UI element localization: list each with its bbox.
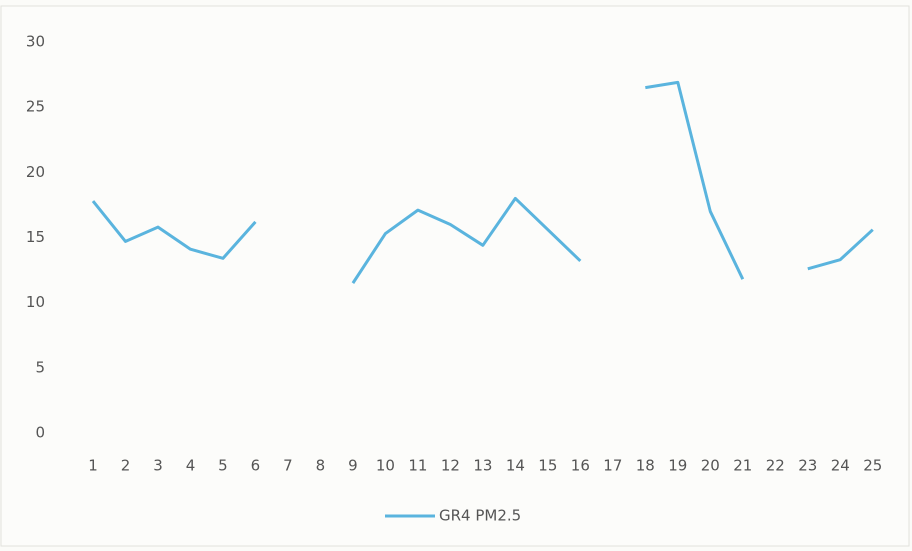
x-tick-label: 25	[863, 457, 882, 475]
x-tick-label: 1	[88, 457, 98, 475]
x-tick-label: 21	[733, 457, 752, 475]
x-tick-label: 4	[186, 457, 196, 475]
x-tick-label: 11	[408, 457, 427, 475]
x-tick-label: 16	[571, 457, 590, 475]
x-tick-label: 17	[603, 457, 622, 475]
x-tick-label: 3	[153, 457, 163, 475]
x-tick-label: 6	[251, 457, 261, 475]
x-tick-label: 14	[506, 457, 525, 475]
x-tick-label: 8	[316, 457, 326, 475]
x-tick-label: 7	[283, 457, 293, 475]
y-tick-label: 30	[26, 33, 45, 51]
x-tick-label: 22	[766, 457, 785, 475]
y-tick-label: 15	[26, 228, 45, 246]
y-tick-label: 10	[26, 293, 45, 311]
x-tick-label: 15	[538, 457, 557, 475]
legend-label: GR4 PM2.5	[439, 507, 521, 525]
x-tick-label: 5	[218, 457, 228, 475]
y-tick-label: 25	[26, 98, 45, 116]
y-tick-label: 0	[35, 424, 45, 442]
x-tick-label: 10	[376, 457, 395, 475]
x-tick-label: 23	[798, 457, 817, 475]
x-tick-label: 24	[831, 457, 850, 475]
x-tick-label: 19	[668, 457, 687, 475]
x-tick-label: 18	[636, 457, 655, 475]
x-tick-label: 12	[441, 457, 460, 475]
y-tick-label: 20	[26, 163, 45, 181]
data-line	[91, 80, 874, 284]
y-tick-label: 5	[35, 358, 45, 376]
x-tick-label: 2	[121, 457, 131, 475]
x-tick-label: 20	[701, 457, 720, 475]
x-tick-label: 13	[473, 457, 492, 475]
chart-border	[0, 5, 910, 547]
x-tick-label: 9	[348, 457, 358, 475]
